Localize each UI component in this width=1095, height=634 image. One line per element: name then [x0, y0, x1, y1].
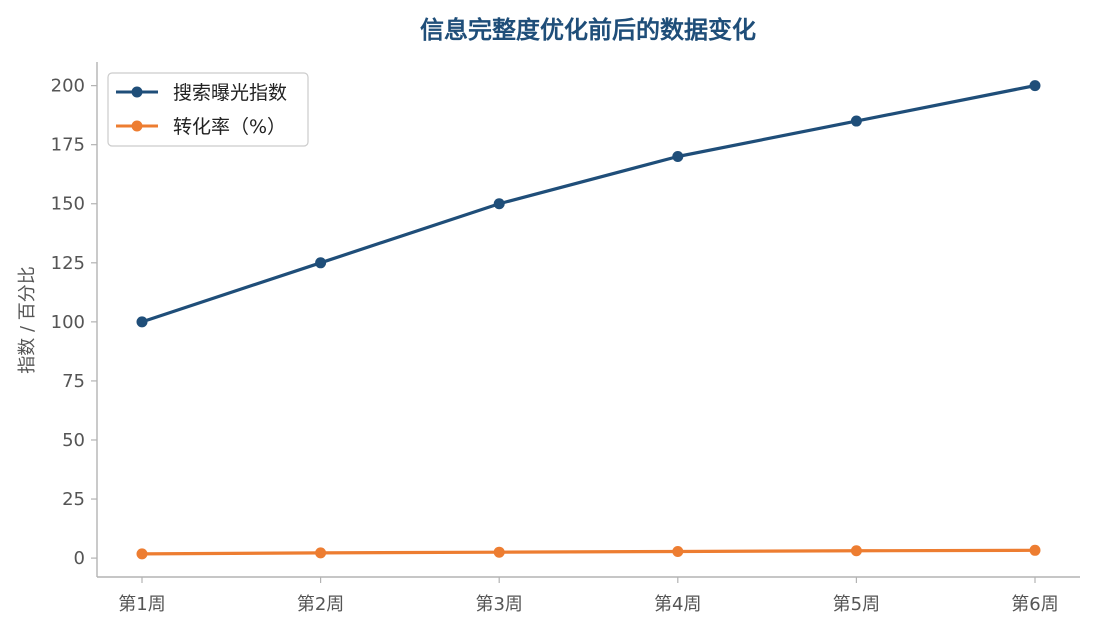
data-point — [1029, 544, 1041, 556]
legend-label-series-1: 搜索曝光指数 — [173, 82, 287, 104]
y-tick-label: 200 — [51, 76, 85, 97]
x-tick-label: 第5周 — [833, 594, 880, 615]
data-point — [850, 115, 862, 127]
y-axis-label: 指数 / 百分比 — [17, 266, 38, 374]
y-tick-label: 100 — [51, 312, 85, 333]
x-tick-label: 第6周 — [1011, 594, 1058, 615]
series-lines — [136, 80, 1041, 560]
series-2 — [136, 544, 1041, 560]
x-tick-label: 第1周 — [118, 594, 165, 615]
x-tick-label: 第4周 — [654, 594, 701, 615]
series-1 — [136, 80, 1041, 328]
legend-swatch-marker — [131, 120, 143, 132]
data-point — [136, 316, 148, 328]
data-point — [1029, 80, 1041, 92]
data-point — [315, 547, 327, 559]
data-point — [315, 257, 327, 269]
x-tick-label: 第2周 — [297, 594, 344, 615]
axes — [96, 62, 1080, 578]
data-point — [672, 545, 684, 557]
data-point — [493, 546, 505, 558]
y-tick-label: 175 — [51, 135, 85, 156]
y-tick-label: 75 — [62, 371, 85, 392]
y-tick-label: 25 — [62, 489, 85, 510]
data-point — [136, 548, 148, 560]
chart-title: 信息完整度优化前后的数据变化 — [420, 16, 756, 44]
x-tick-label: 第3周 — [475, 594, 522, 615]
series-line — [140, 548, 1037, 556]
y-tick-label: 125 — [51, 253, 85, 274]
y-axis-ticks: 0 25 50 75 100 125 150 175 200 — [51, 76, 97, 569]
y-tick-label: 150 — [51, 194, 85, 215]
x-axis-ticks: 第1周 第2周 第3周 第4周 第5周 第6周 — [118, 577, 1059, 615]
series-line — [140, 84, 1037, 324]
legend: 搜索曝光指数 转化率（%） — [107, 72, 309, 147]
legend-label-series-2: 转化率（%） — [173, 116, 286, 138]
data-point — [672, 150, 684, 162]
legend-swatch-marker — [131, 86, 143, 98]
y-tick-label: 50 — [62, 430, 85, 451]
data-point — [850, 545, 862, 557]
data-point — [493, 198, 505, 210]
y-tick-label: 0 — [74, 548, 85, 569]
